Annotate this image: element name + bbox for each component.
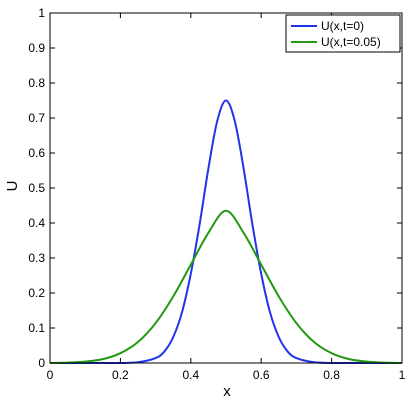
y-tick-label: 0.4 <box>28 216 45 230</box>
legend-label-2: U(x,t=0.05) <box>321 35 381 49</box>
y-tick-label: 0.3 <box>28 251 45 265</box>
y-tick-label: 0.9 <box>28 41 45 55</box>
x-tick-label: 1 <box>399 368 406 382</box>
y-tick-label: 0.6 <box>28 146 45 160</box>
legend-label-1: U(x,t=0) <box>321 19 364 33</box>
y-tick-label: 0.8 <box>28 76 45 90</box>
x-tick-label: 0 <box>47 368 54 382</box>
y-tick-label: 0.7 <box>28 111 45 125</box>
series-line-2 <box>49 209 403 364</box>
x-tick-label: 0.4 <box>182 368 199 382</box>
ticks-layer: 0 0.2 0.4 0.6 0.8 1 0 0.1 0.2 0.3 0.4 0.5 0.6 0.7 0.8 0… <box>28 6 405 382</box>
x-axis-label: x <box>223 383 231 400</box>
y-tick-label: 0.1 <box>28 321 45 335</box>
x-tick-label: 0.2 <box>112 368 129 382</box>
x-tick-label: 0.8 <box>323 368 340 382</box>
y-axis-label: U <box>4 181 21 192</box>
y-tick-label: 1 <box>38 6 45 20</box>
x-tick-label: 0.6 <box>253 368 270 382</box>
legend: U(x,t=0) U(x,t=0.05) <box>285 14 401 53</box>
legend-box <box>285 14 401 53</box>
y-tick-label: 0.5 <box>28 181 45 195</box>
y-tick-label: 0.2 <box>28 286 45 300</box>
y-tick-label: 0 <box>38 356 45 370</box>
